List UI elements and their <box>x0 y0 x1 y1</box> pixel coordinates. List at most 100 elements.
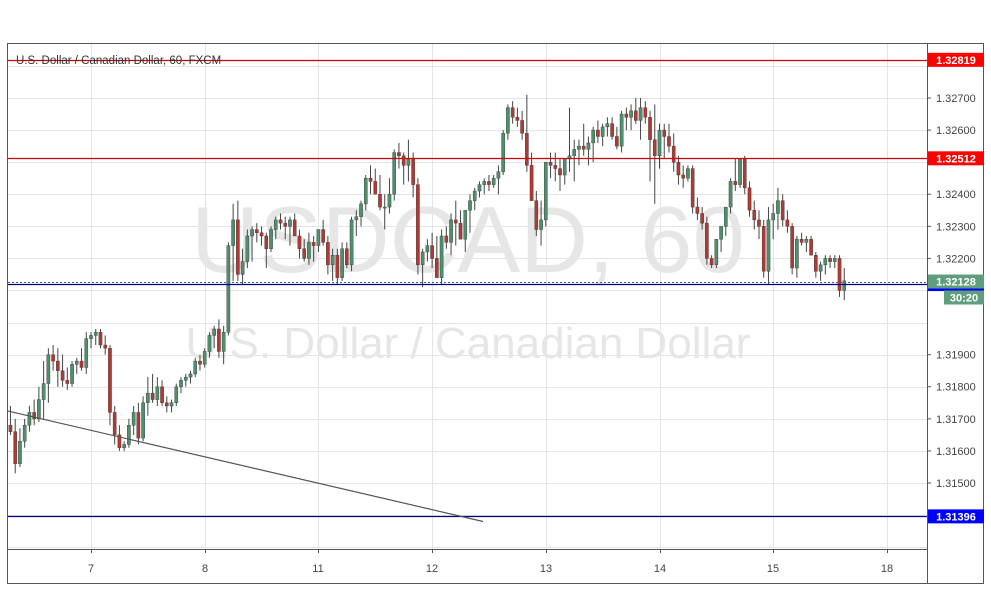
candle <box>250 226 254 262</box>
candle <box>477 181 482 198</box>
time-tick-label: 15 <box>767 563 779 575</box>
candle <box>676 155 681 185</box>
candle <box>345 242 349 269</box>
candle <box>510 101 515 124</box>
candle <box>719 226 723 252</box>
candle <box>638 98 643 140</box>
candle <box>136 402 141 445</box>
time-tick-label: 12 <box>426 563 438 575</box>
price-tick-label: 1.32300 <box>936 221 976 233</box>
candle <box>122 441 126 451</box>
drawing-lines[interactable] <box>6 59 927 523</box>
candle <box>283 216 288 240</box>
candle <box>326 235 330 275</box>
time-tick-label: 7 <box>88 563 94 575</box>
candle <box>596 120 600 143</box>
price-label-resistance-1-text: 1.32819 <box>936 55 976 67</box>
candle <box>245 229 250 269</box>
candle <box>32 399 36 426</box>
price-label-support-2-text: 1.31396 <box>936 511 976 523</box>
price-tick-label: 1.32700 <box>936 93 976 105</box>
candle <box>832 255 837 269</box>
time-tick-label: 13 <box>540 563 552 575</box>
watermark-symbol: USDCAD, 60 <box>191 187 745 292</box>
candle <box>553 152 558 182</box>
candle <box>700 207 704 230</box>
chart-legend-title: U.S. Dollar / Canadian Dollar, 60, FXCM <box>16 55 221 67</box>
candle <box>657 123 662 169</box>
candle <box>18 428 22 467</box>
candle <box>634 98 638 124</box>
candle <box>491 174 496 188</box>
candle <box>288 216 292 246</box>
candle <box>330 248 335 281</box>
candle <box>378 174 382 211</box>
candle <box>359 200 363 227</box>
candle <box>439 229 444 285</box>
candle <box>307 232 311 265</box>
candle <box>179 377 183 394</box>
candle <box>648 110 652 182</box>
candle <box>828 255 832 269</box>
price-tick-label: 1.32200 <box>936 253 976 265</box>
current-price-label-text: 1.32128 <box>936 277 976 289</box>
candle <box>221 325 226 365</box>
candle <box>562 158 567 185</box>
candle <box>458 210 463 240</box>
candle <box>591 126 595 163</box>
price-axis[interactable]: 1.32700 1.32600 1.32400 1.32300 1.32200 1.319… <box>927 93 976 490</box>
price-label-resistance-2 <box>928 151 984 166</box>
bar-countdown-label-text: 30:20 <box>950 293 978 305</box>
candle <box>160 380 164 406</box>
candle <box>354 210 359 236</box>
candle <box>752 200 757 230</box>
candle <box>231 203 235 281</box>
candle <box>444 226 449 249</box>
candle <box>482 178 487 195</box>
candle <box>544 161 548 227</box>
candle <box>146 377 150 416</box>
chart-frame <box>7 43 928 550</box>
candle <box>60 354 65 387</box>
candle <box>728 178 733 214</box>
candle <box>681 165 685 188</box>
time-axis-frame <box>7 549 928 584</box>
candle <box>89 332 93 349</box>
candle <box>487 174 491 192</box>
candle <box>292 213 297 237</box>
candle <box>150 373 155 403</box>
candle <box>98 328 103 349</box>
candle <box>65 367 70 390</box>
candle <box>202 348 207 368</box>
candle <box>795 235 799 278</box>
candle <box>27 405 32 432</box>
candle <box>164 396 169 413</box>
candle <box>321 219 325 246</box>
candle <box>548 152 553 179</box>
watermark-description: U.S. Dollar / Canadian Dollar <box>186 319 751 368</box>
candle <box>155 377 160 406</box>
candle <box>117 425 122 451</box>
candle <box>468 194 472 233</box>
candle <box>780 194 785 227</box>
candle <box>56 348 60 387</box>
candle <box>643 101 648 124</box>
trendline[interactable] <box>6 410 484 523</box>
time-axis[interactable]: 7 8 11 12 13 14 15 18 <box>88 549 893 575</box>
candle <box>619 110 624 153</box>
candle <box>46 348 51 403</box>
candle <box>757 210 761 240</box>
candle <box>785 210 790 233</box>
candle <box>79 348 84 371</box>
candle <box>103 335 108 355</box>
candle <box>70 361 74 387</box>
candle <box>41 361 46 419</box>
symbol-watermark: USDCAD, 60 U.S. Dollar / Canadian Dollar <box>186 187 751 368</box>
candle <box>108 345 112 426</box>
candle <box>515 107 520 127</box>
candle <box>141 396 145 442</box>
candle <box>236 200 240 281</box>
price-label-resistance-2-text: 1.32512 <box>936 153 976 165</box>
candle <box>709 255 714 269</box>
